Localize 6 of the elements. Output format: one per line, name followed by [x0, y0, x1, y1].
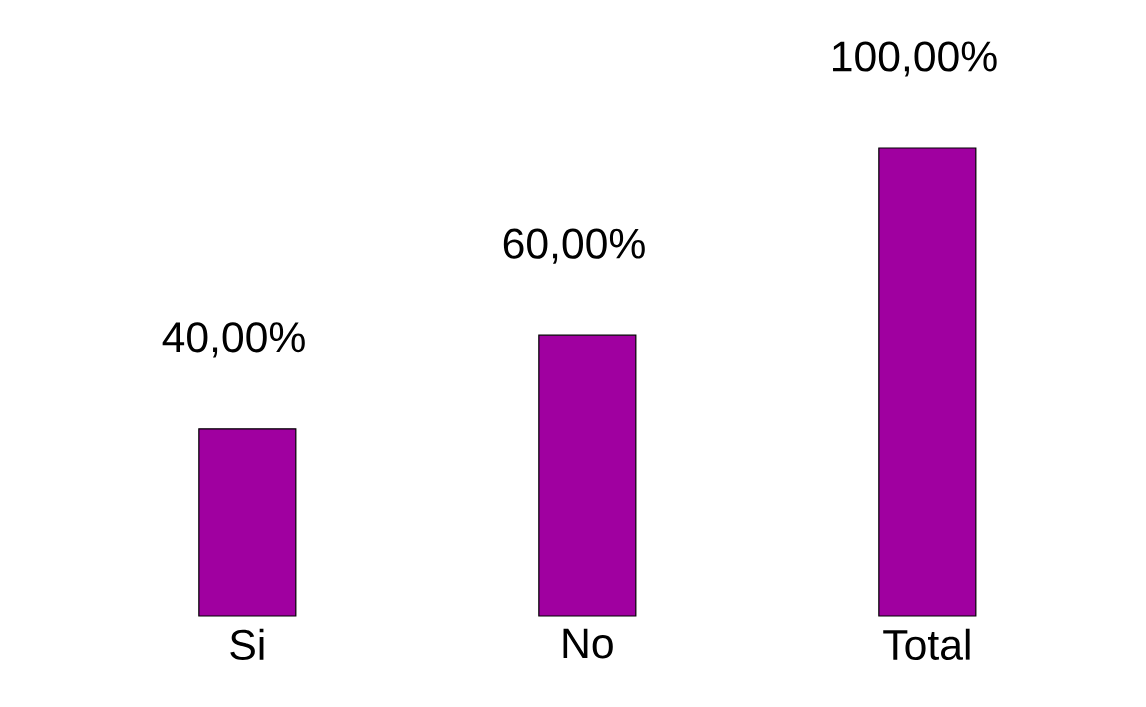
- data-label: 100,00%: [833, 41, 997, 77]
- data-label: 40,00%: [162, 322, 305, 358]
- x-tick-label: No: [563, 628, 613, 659]
- x-tick-label: Total: [883, 628, 970, 661]
- x-tick-label: Si: [230, 628, 264, 661]
- data-label: 60,00%: [503, 228, 645, 264]
